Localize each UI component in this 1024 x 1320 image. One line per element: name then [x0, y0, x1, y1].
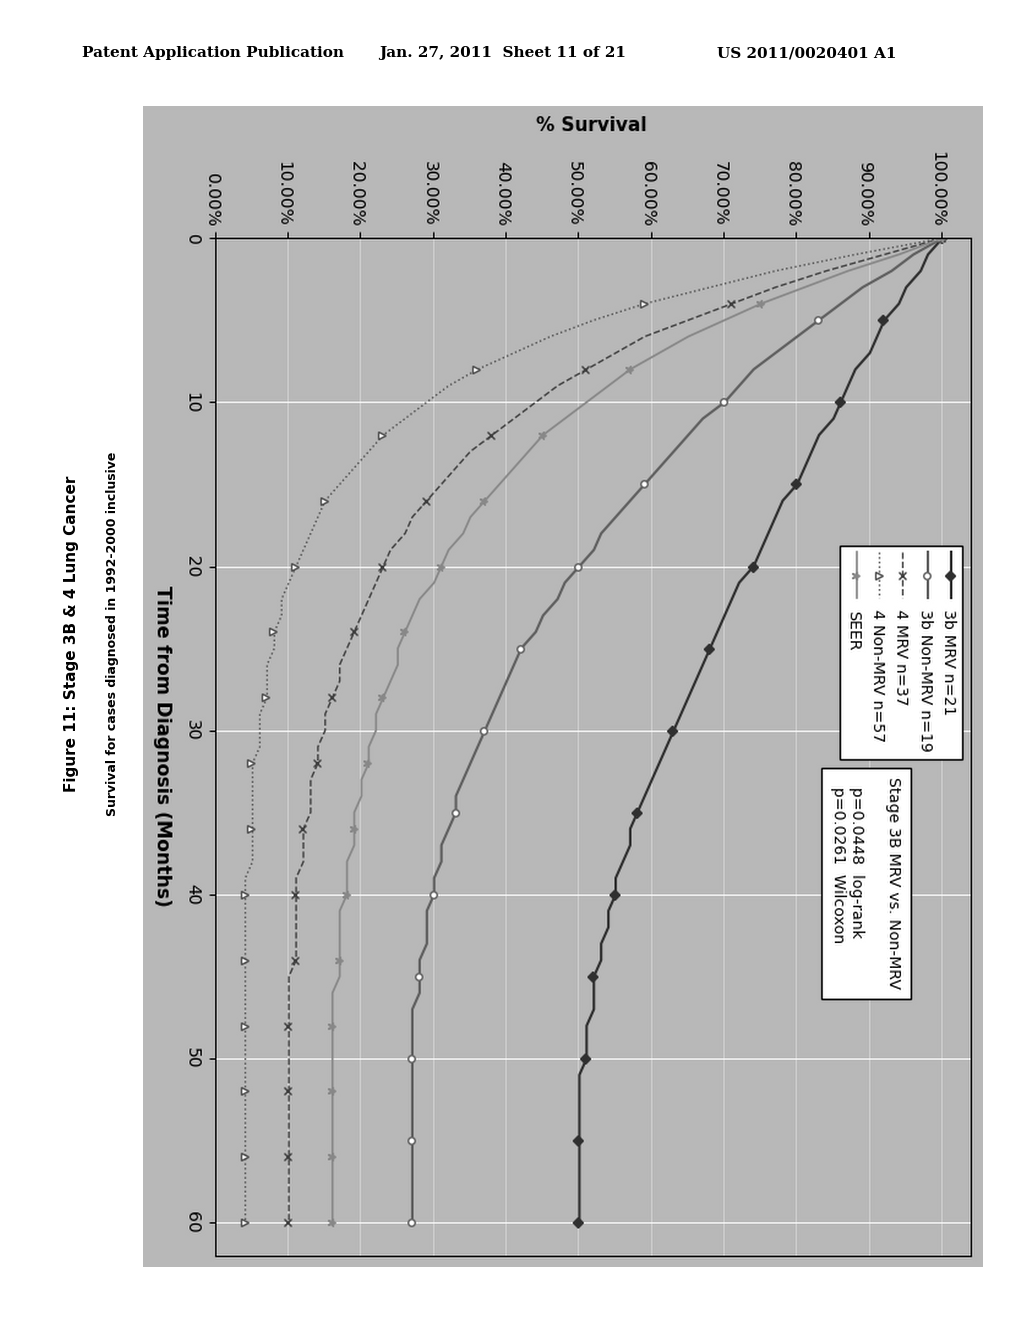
Text: US 2011/0020401 A1: US 2011/0020401 A1	[717, 46, 896, 61]
Text: Survival for cases diagnosed in 1992-2000 inclusive: Survival for cases diagnosed in 1992-200…	[106, 451, 119, 816]
Text: Figure 11: Stage 3B & 4 Lung Cancer: Figure 11: Stage 3B & 4 Lung Cancer	[65, 475, 79, 792]
Text: Patent Application Publication: Patent Application Publication	[82, 46, 344, 61]
Text: Jan. 27, 2011  Sheet 11 of 21: Jan. 27, 2011 Sheet 11 of 21	[379, 46, 626, 61]
